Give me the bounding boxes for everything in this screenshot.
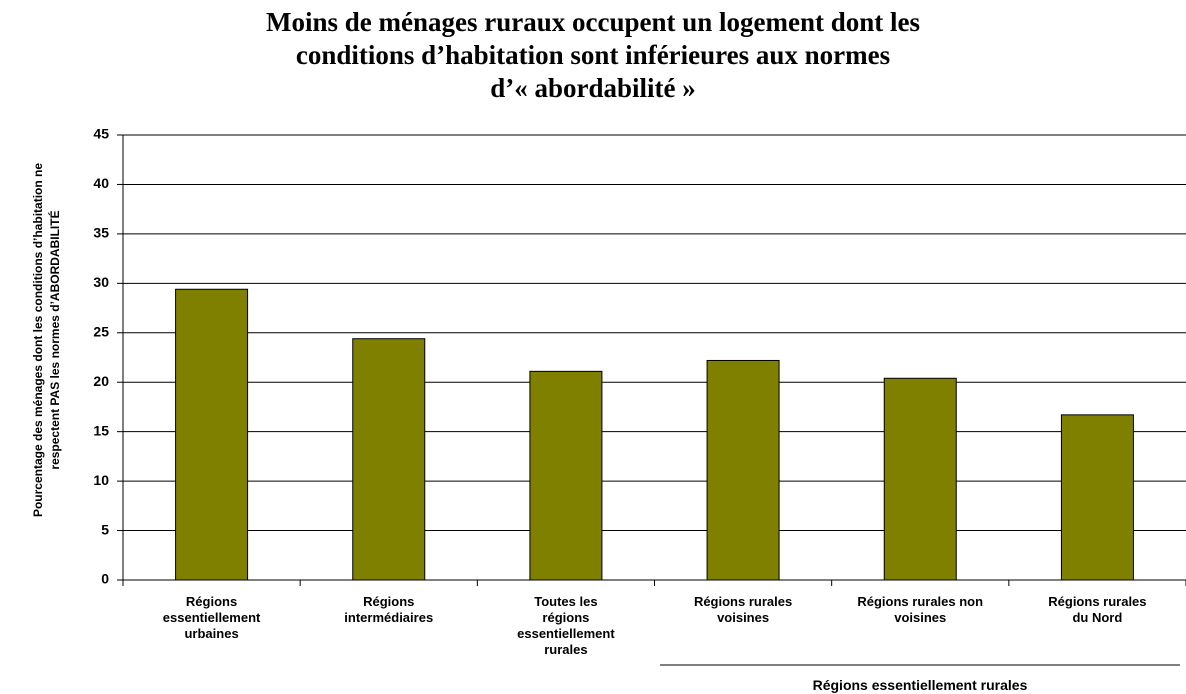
bar: [529, 370, 603, 581]
y-tick-label: 15: [93, 422, 109, 438]
y-axis-label: Pourcentage des ménages dont les conditi…: [31, 162, 62, 518]
x-tick-label: Régions essentiellement urbaines: [162, 594, 261, 641]
x-tick-label: Régions rurales du Nord: [1048, 594, 1147, 625]
y-tick-label: 40: [93, 175, 109, 191]
bar: [175, 288, 249, 581]
bar: [883, 377, 957, 581]
group-label: Régions essentiellement rurales: [812, 677, 1028, 693]
bar: [706, 359, 780, 581]
chart-title: Moins de ménages ruraux occupent un loge…: [266, 7, 920, 103]
y-tick-label: 5: [101, 521, 109, 537]
bar: [352, 338, 426, 581]
x-tick-label: Régions rurales voisines: [693, 594, 793, 625]
y-tick-label: 10: [93, 472, 109, 488]
y-tick-label: 30: [93, 274, 109, 290]
x-tick-label: Toutes les régions essentiellement rural…: [517, 594, 615, 657]
y-tick-label: 20: [93, 373, 109, 389]
y-tick-label: 35: [93, 225, 109, 241]
y-tick-label: 45: [93, 126, 109, 142]
y-tick-label: 25: [93, 323, 109, 339]
x-tick-label: Régions rurales non voisines: [857, 594, 984, 625]
y-tick-label: 0: [101, 571, 109, 587]
x-tick-label: Régions intermédiaires: [344, 594, 434, 625]
bar: [1060, 414, 1134, 581]
